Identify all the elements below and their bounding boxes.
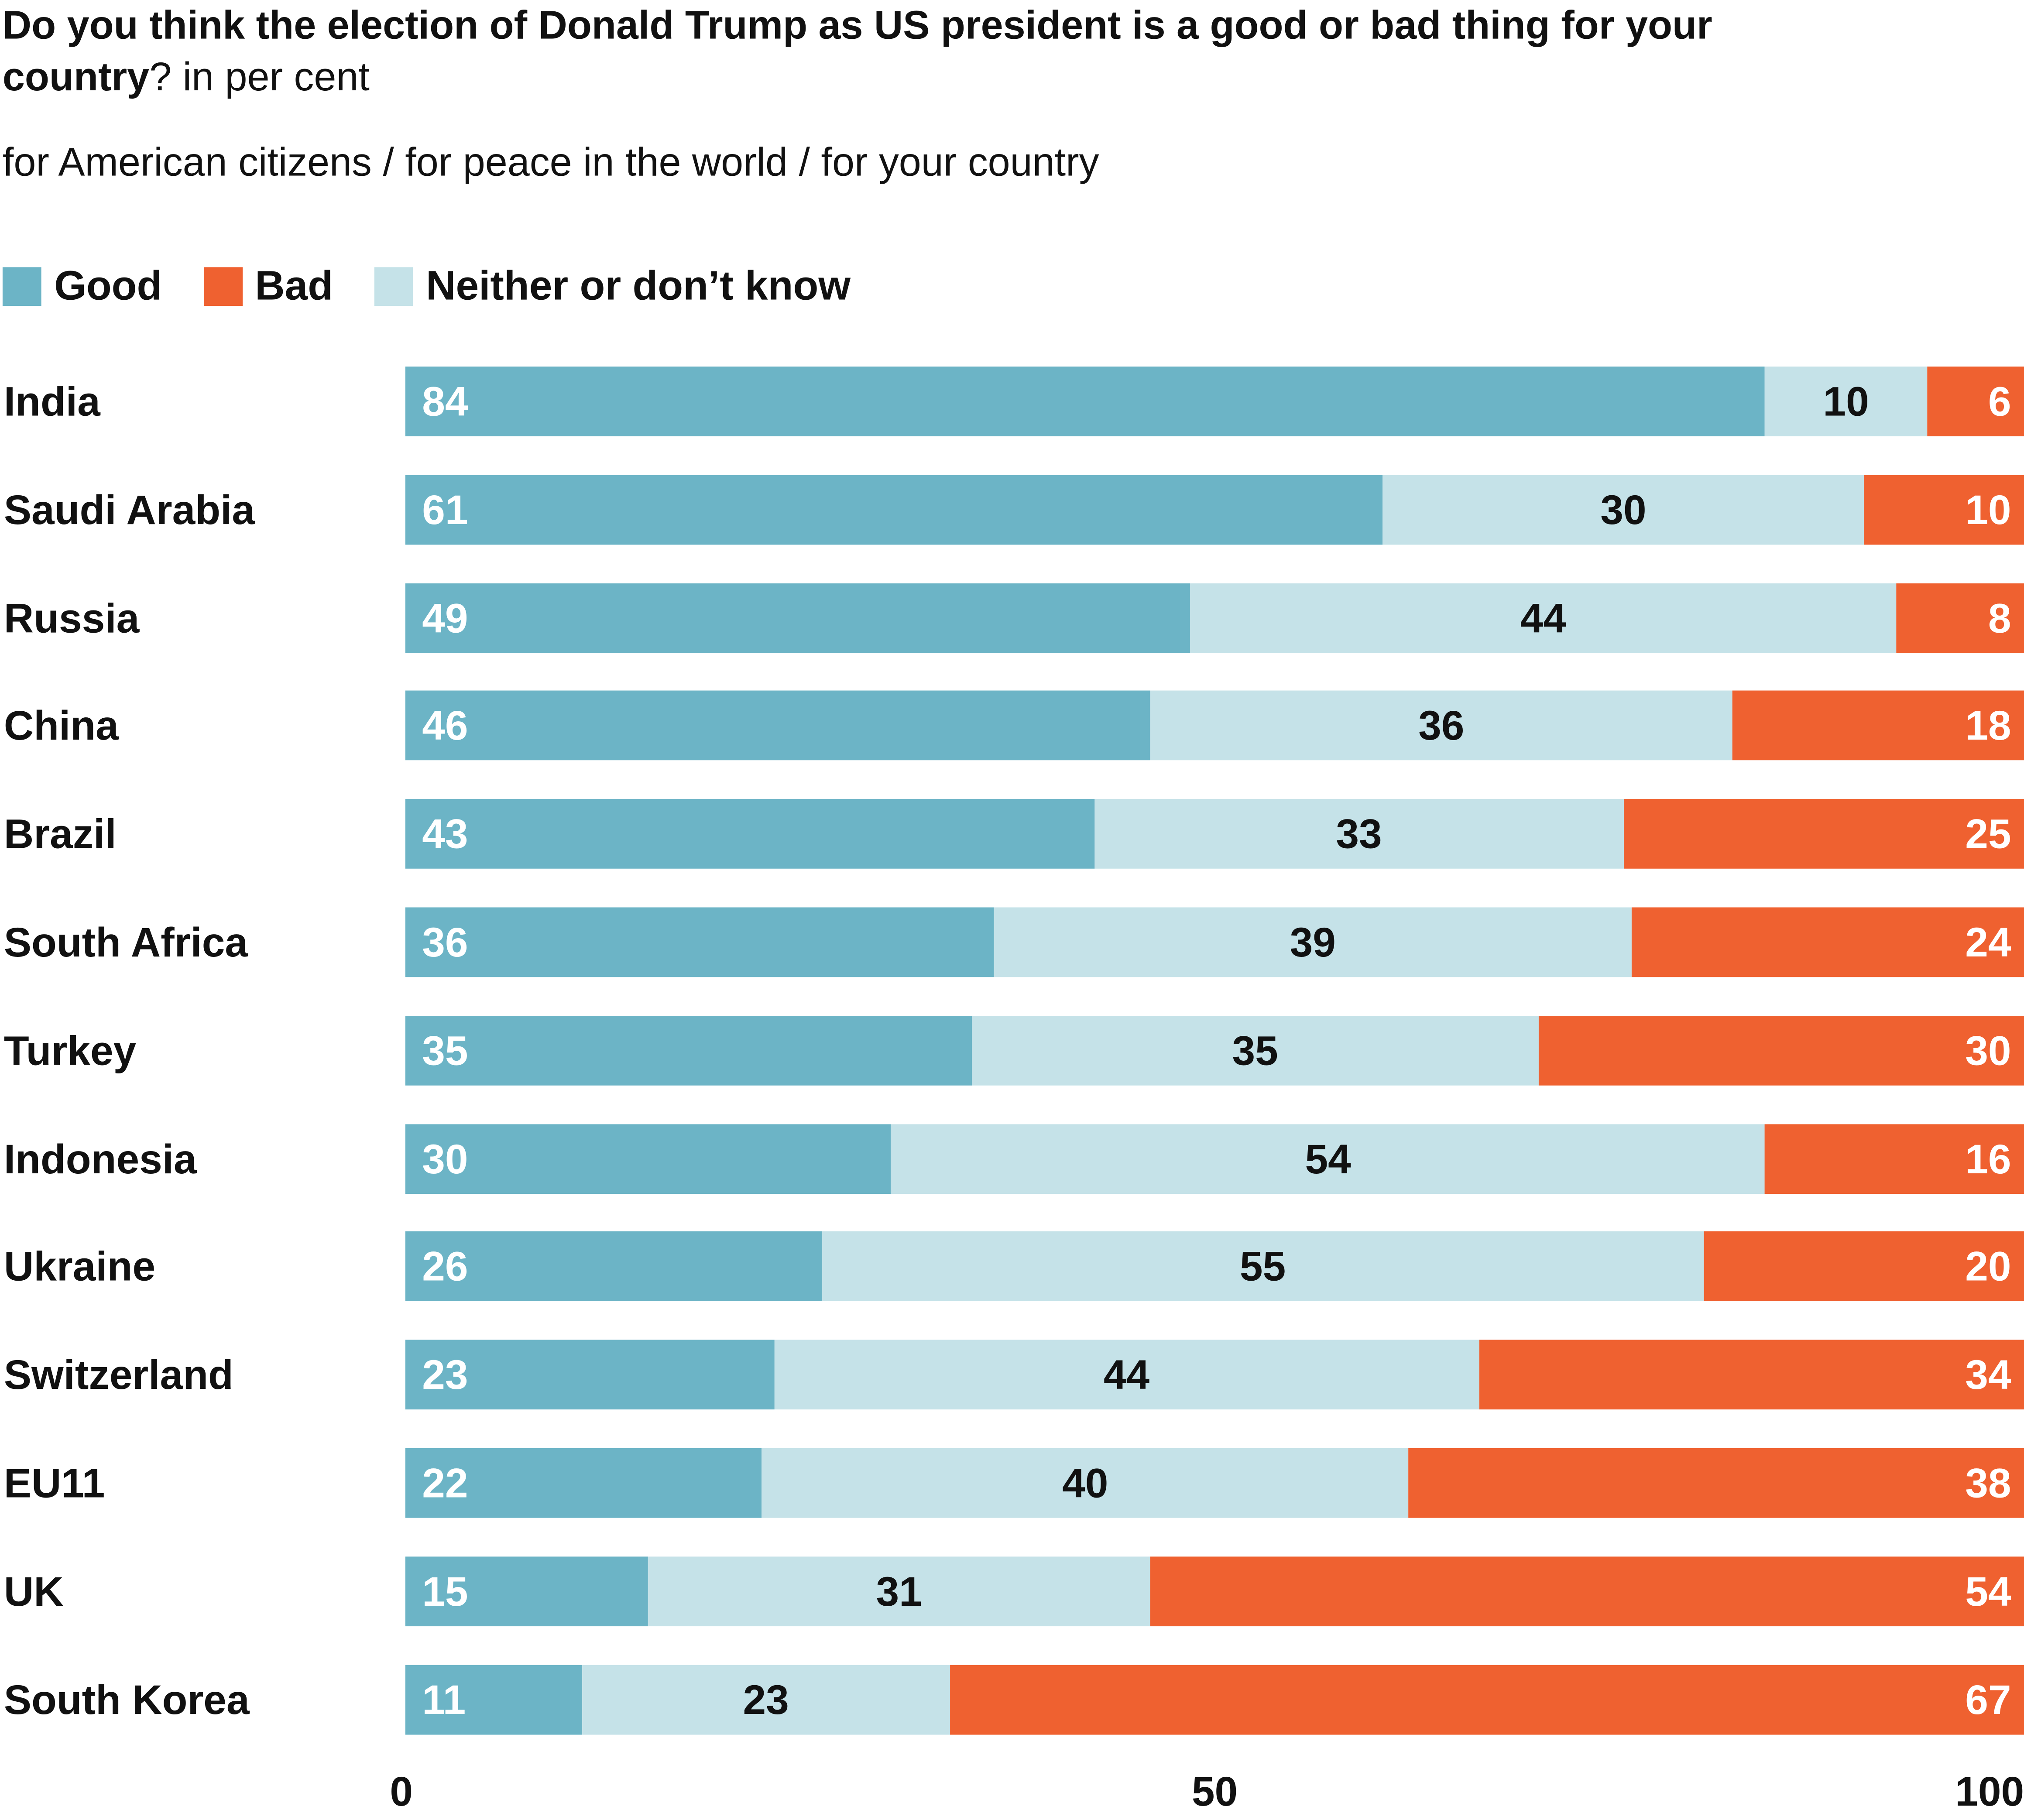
legend-item: Bad [203, 262, 333, 309]
category-label: South Africa [3, 919, 248, 966]
bar-good: 43 [405, 799, 1095, 869]
bar-bad: 30 [1538, 1015, 2024, 1086]
bar-neither: 44 [1190, 583, 1896, 653]
legend-swatch [374, 266, 413, 305]
category-label: India [3, 378, 100, 425]
bar-good: 61 [405, 474, 1383, 545]
bar-bad: 6 [1927, 367, 2024, 436]
legend-swatch [203, 266, 242, 305]
bar-neither: 35 [972, 1015, 1539, 1086]
legend-label: Neither or don’t know [426, 262, 851, 308]
category-label: EU11 [3, 1460, 105, 1506]
bar-good: 11 [405, 1664, 582, 1734]
bar-good: 49 [405, 583, 1191, 653]
bar-neither: 54 [891, 1124, 1765, 1193]
bar-bad: 16 [1765, 1124, 2024, 1193]
bar-neither: 40 [761, 1448, 1409, 1518]
bar-good: 15 [405, 1556, 648, 1626]
chart-title: Do you think the election of Donald Trum… [3, 0, 1810, 103]
bar-good: 23 [405, 1340, 774, 1410]
bar-neither: 33 [1094, 799, 1623, 869]
bar-bad: 54 [1150, 1556, 2024, 1626]
category-label: UK [3, 1568, 64, 1614]
x-tick-label: 50 [1191, 1768, 1238, 1815]
bar-bad: 67 [950, 1664, 2024, 1734]
bar-bad: 18 [1732, 691, 2024, 761]
bar-good: 46 [405, 691, 1150, 761]
category-label: Indonesia [3, 1135, 197, 1182]
bar-neither: 55 [822, 1232, 1704, 1302]
category-label: Saudi Arabia [3, 486, 255, 533]
bar-good: 22 [405, 1448, 762, 1518]
bar-bad: 20 [1703, 1232, 2024, 1302]
bar-bad: 8 [1896, 583, 2024, 653]
bar-good: 26 [405, 1232, 822, 1302]
bar-good: 30 [405, 1124, 891, 1193]
x-tick-label: 0 [390, 1768, 413, 1815]
category-label: Switzerland [3, 1351, 233, 1398]
legend-label: Good [54, 262, 162, 308]
category-label: Brazil [3, 811, 117, 857]
bar-good: 35 [405, 1015, 972, 1086]
legend-swatch [2, 266, 41, 305]
bar-neither: 36 [1150, 691, 1733, 761]
legend-item: Good [2, 262, 162, 309]
title-bold: Do you think the election of Donald Trum… [2, 2, 1712, 99]
bar-good: 84 [405, 367, 1765, 436]
bar-neither: 44 [774, 1340, 1479, 1410]
category-label: China [3, 703, 119, 749]
bar-bad: 25 [1623, 799, 2024, 869]
bar-neither: 39 [994, 907, 1632, 977]
category-label: Russia [3, 594, 140, 641]
bar-good: 36 [405, 907, 994, 977]
bar-neither: 31 [648, 1556, 1150, 1626]
chart-subtitle: for American citizens / for peace in the… [2, 139, 1099, 185]
x-tick-label: 100 [1955, 1768, 2024, 1815]
bar-neither: 30 [1383, 474, 1864, 545]
bar-bad: 38 [1409, 1448, 2024, 1518]
bar-neither: 23 [581, 1664, 950, 1734]
category-label: Ukraine [3, 1243, 156, 1290]
bar-bad: 24 [1631, 907, 2024, 977]
category-label: Turkey [3, 1027, 137, 1074]
legend-label: Bad [255, 262, 333, 308]
category-label: South Korea [3, 1676, 250, 1723]
legend-item: Neither or don’t know [374, 262, 851, 309]
bar-neither: 10 [1765, 367, 1927, 436]
title-rest: ? in per cent [149, 54, 370, 99]
legend: Good Bad Neither or don’t know [2, 262, 892, 309]
bar-bad: 10 [1863, 474, 2024, 545]
bar-bad: 34 [1479, 1340, 2024, 1410]
